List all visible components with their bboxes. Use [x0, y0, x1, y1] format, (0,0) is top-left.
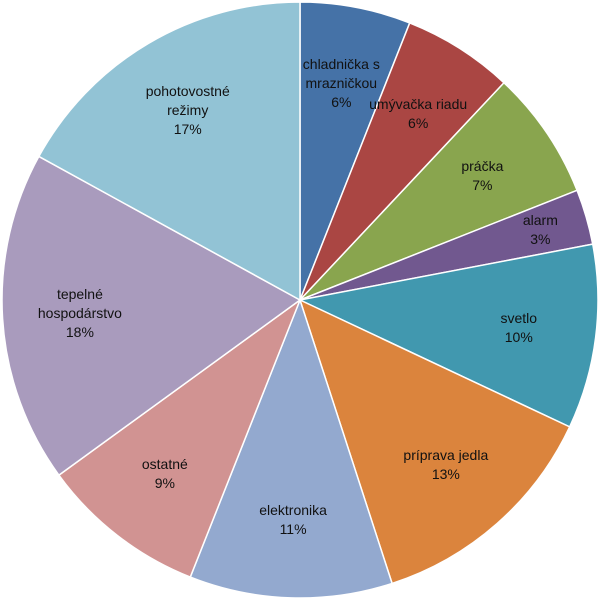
value-label: 6% — [331, 93, 352, 110]
pie-slice — [37, 1, 301, 302]
value-label: 6% — [408, 114, 429, 131]
slice-label: príprava jedla 13% — [394, 433, 498, 497]
slice-label: elektronika 11% — [241, 488, 345, 552]
category-label: svetlo — [500, 309, 538, 326]
slice-label: pohotovostné režimy 17% — [136, 78, 240, 142]
slice-label: umývačka riadu 6% — [366, 82, 470, 146]
slice-label: práčka 7% — [430, 144, 534, 208]
category-label: umývačka riadu — [369, 95, 468, 112]
category-label: tepelné hospodárstvo — [37, 286, 122, 322]
category-label: chladnička s mrazničkou — [302, 55, 380, 91]
value-label: 3% — [530, 231, 551, 248]
value-label: 9% — [154, 475, 175, 492]
label-box: svetlo 10% — [467, 296, 571, 360]
value-label: 18% — [65, 324, 94, 341]
pie-slice — [1, 155, 302, 477]
slice-label: svetlo 10% — [467, 296, 571, 360]
slice-label: tepelné hospodárstvo 18% — [28, 282, 132, 346]
category-label: alarm — [522, 212, 558, 229]
label-box: umývačka riadu 6% — [366, 82, 470, 146]
label-box: práčka 7% — [430, 144, 534, 208]
value-label: 17% — [173, 120, 202, 137]
label-box: tepelné hospodárstvo 18% — [28, 282, 132, 346]
value-label: 11% — [279, 521, 307, 538]
value-label: 13% — [431, 466, 460, 483]
category-label: práčka — [461, 158, 504, 175]
label-box: ostatné 9% — [113, 442, 217, 506]
category-label: príprava jedla — [403, 447, 489, 464]
category-label: ostatné — [141, 456, 188, 473]
slice-label: ostatné 9% — [113, 442, 217, 506]
category-label: elektronika — [259, 502, 327, 519]
label-box: príprava jedla 13% — [394, 433, 498, 497]
slice-label: alarm 3% — [488, 198, 592, 262]
category-label: pohotovostné režimy — [145, 82, 230, 118]
value-label: 7% — [472, 177, 493, 194]
label-box: pohotovostné režimy 17% — [136, 78, 240, 142]
label-box: alarm 3% — [488, 198, 592, 262]
pie-slice — [299, 81, 579, 301]
label-box: elektronika 11% — [241, 488, 345, 552]
pie-slice — [297, 243, 599, 428]
pie-slice — [298, 298, 571, 585]
pie-slice — [189, 297, 394, 599]
slice-label: chladnička s mrazničkou 6% — [289, 51, 393, 115]
label-box: chladnička s mrazničkou 6% — [289, 51, 393, 115]
pie-slice — [57, 297, 302, 579]
value-label: 10% — [504, 328, 533, 345]
